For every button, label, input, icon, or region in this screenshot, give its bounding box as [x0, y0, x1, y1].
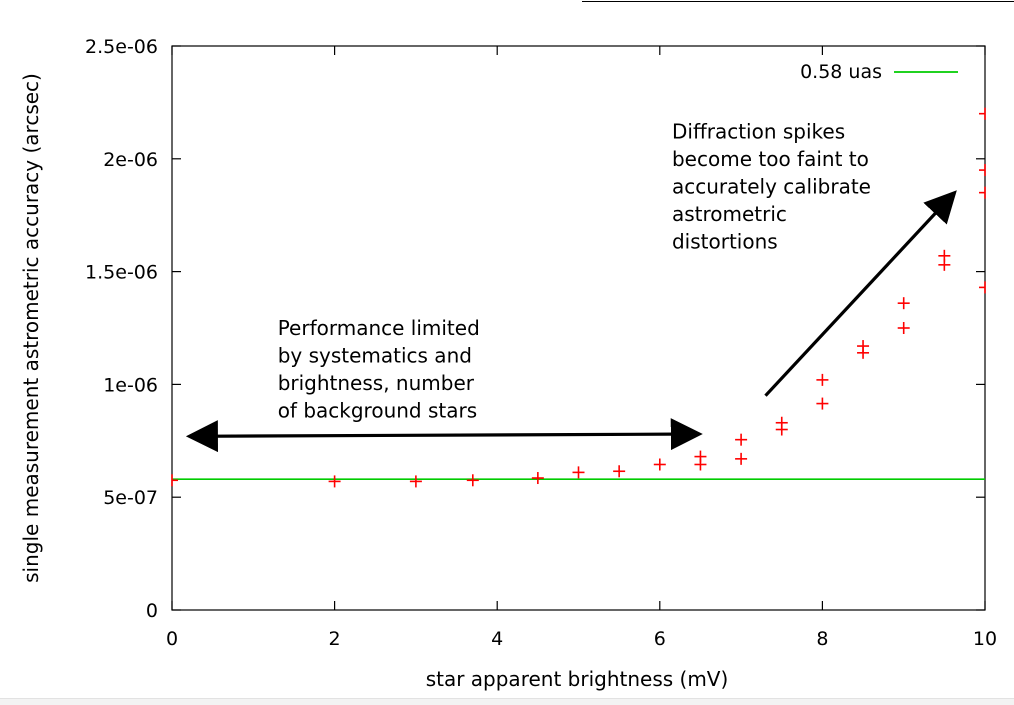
x-tick-label: 8 — [816, 628, 828, 650]
data-point — [531, 472, 544, 485]
annotation-line: distortions — [672, 229, 778, 253]
annotation-line: Diffraction spikes — [672, 119, 845, 143]
data-point — [466, 474, 479, 487]
data-point — [572, 466, 585, 479]
data-point — [979, 164, 986, 177]
x-tick-label: 2 — [329, 628, 341, 650]
data-point — [816, 373, 829, 386]
data-point — [735, 452, 748, 465]
y-tick-label: 1e-06 — [103, 374, 158, 396]
annotation-line: astrometric — [672, 202, 787, 226]
top-rule — [582, 1, 1014, 2]
x-axis-label: star apparent brightness (mV) — [426, 667, 729, 691]
legend-label: 0.58 uas — [800, 61, 882, 83]
annotation-line: accurately calibrate — [672, 174, 871, 198]
data-point — [897, 297, 910, 310]
double-arrow — [185, 418, 703, 453]
x-tick-label: 6 — [654, 628, 666, 650]
data-point — [897, 322, 910, 334]
legend: 0.58 uas — [800, 61, 958, 83]
data-point — [694, 450, 707, 463]
y-tick-label: 2e-06 — [103, 149, 158, 171]
y-tick-label: 1.5e-06 — [85, 262, 158, 284]
annotation-line: Performance limited — [278, 316, 480, 340]
annotation-line: become too faint to — [672, 147, 869, 171]
annotation-line: of background stars — [278, 398, 477, 422]
data-point — [653, 458, 666, 471]
y-tick-label: 2.5e-06 — [85, 36, 158, 58]
bottom-band — [0, 698, 1014, 705]
y-axis-label: single measurement astrometric accuracy … — [19, 73, 43, 583]
data-point — [735, 433, 748, 446]
data-point — [171, 474, 178, 487]
data-point — [816, 397, 829, 410]
data-point — [409, 475, 422, 488]
y-tick-label: 5e-07 — [103, 487, 158, 509]
x-tick-label: 4 — [491, 628, 503, 650]
plot-frame — [171, 45, 986, 611]
data-point — [979, 107, 986, 120]
annotation-line: by systematics and — [278, 343, 472, 367]
data-point — [613, 465, 626, 478]
annotation-line: brightness, number — [278, 371, 475, 395]
arrow — [764, 190, 957, 397]
data-point — [938, 249, 951, 262]
data-point — [775, 416, 788, 429]
y-tick-label: 0 — [146, 600, 158, 622]
data-point — [857, 340, 870, 353]
data-point — [328, 475, 341, 488]
data-point — [979, 186, 986, 199]
x-tick-label: 10 — [973, 628, 997, 650]
data-point — [979, 281, 986, 294]
x-tick-label: 0 — [166, 628, 178, 650]
